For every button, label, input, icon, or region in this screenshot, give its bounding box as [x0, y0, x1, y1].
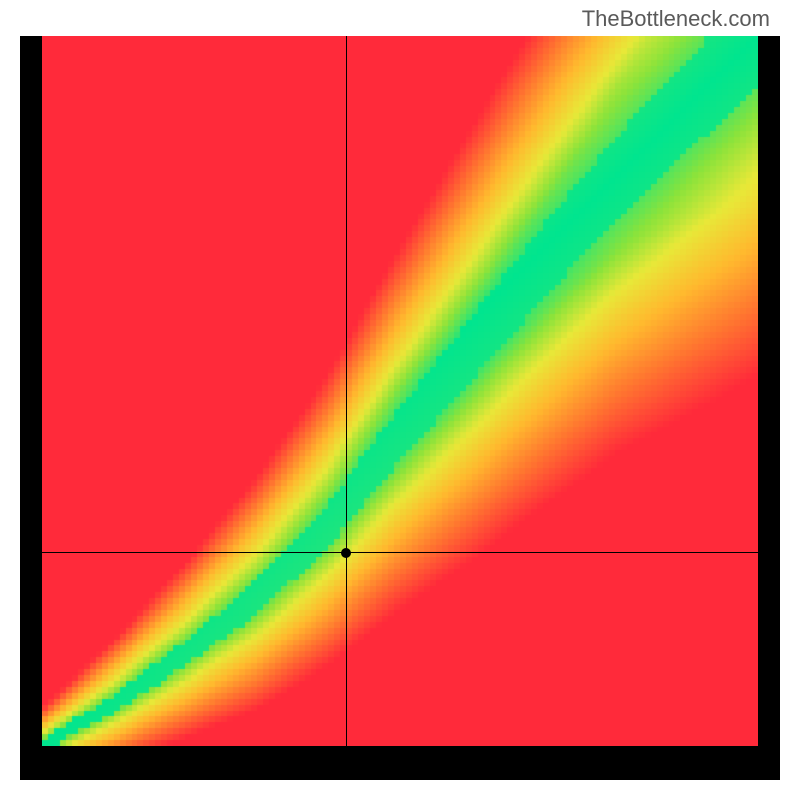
crosshair-marker: [341, 548, 351, 558]
chart-container: TheBottleneck.com: [0, 0, 800, 800]
bottleneck-heatmap: [42, 36, 758, 746]
watermark-text: TheBottleneck.com: [582, 6, 770, 32]
crosshair-horizontal: [42, 552, 758, 553]
crosshair-vertical: [346, 36, 347, 746]
